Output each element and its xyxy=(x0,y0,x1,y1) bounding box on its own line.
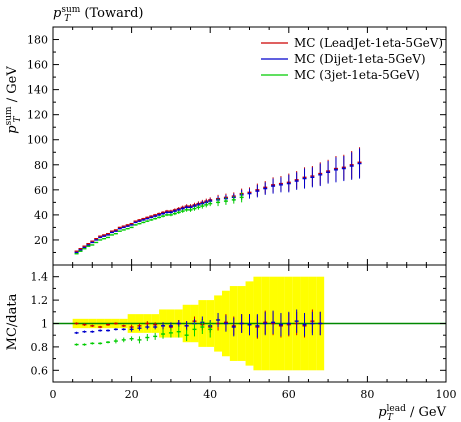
x-tick-label: 40 xyxy=(203,388,217,401)
y-tick-label: 100 xyxy=(27,134,48,147)
y-tick-label: 120 xyxy=(27,109,48,122)
legend-label: MC (3jet-1eta-5GeV) xyxy=(294,68,420,82)
ratio-y-axis-label: MC/data xyxy=(5,293,20,350)
series-2 xyxy=(74,148,362,254)
ratio-y-tick-label: 0.6 xyxy=(31,364,49,377)
x-tick-label: 0 xyxy=(50,388,57,401)
ratio-y-tick-label: 1.4 xyxy=(31,271,49,284)
y-tick-label: 60 xyxy=(34,184,48,197)
x-tick-label: 80 xyxy=(360,388,374,401)
x-tick-label: 60 xyxy=(282,388,296,401)
ratio-y-tick-label: 0.8 xyxy=(31,341,49,354)
main-panel: 20 40 60 80 100 120 140 160 180 psum T (Toward) p… xyxy=(4,5,447,266)
main-y-axis-label: psumT / GeV xyxy=(4,66,23,134)
y-tick-label: 20 xyxy=(34,234,48,247)
y-tick-label: 80 xyxy=(34,159,48,172)
x-tick-label: 100 xyxy=(436,388,457,401)
ratio-series-3 xyxy=(74,319,213,346)
ratio-y-tick-label: 1.2 xyxy=(31,294,49,307)
chart-title: psum T (Toward) xyxy=(53,5,143,24)
ratio-panel: 0.6 0.8 1 1.2 1.4 0 20 40 60 80 100 MC/data plead… xyxy=(5,264,457,422)
legend: MC (LeadJet-1eta-5GeV) MC (Dijet-1eta-5Ge… xyxy=(261,36,443,82)
ratio-y-tick-label: 1 xyxy=(41,318,48,331)
y-tick-label: 180 xyxy=(27,34,48,47)
x-tick-label: 20 xyxy=(125,388,139,401)
legend-label: MC (LeadJet-1eta-5GeV) xyxy=(294,36,443,50)
y-tick-label: 40 xyxy=(34,209,48,222)
series-3 xyxy=(74,192,244,255)
legend-label: MC (Dijet-1eta-5GeV) xyxy=(294,52,426,66)
y-tick-label: 160 xyxy=(27,59,48,72)
y-tick-label: 140 xyxy=(27,84,48,97)
x-axis-label: plead T / GeV xyxy=(378,404,446,422)
